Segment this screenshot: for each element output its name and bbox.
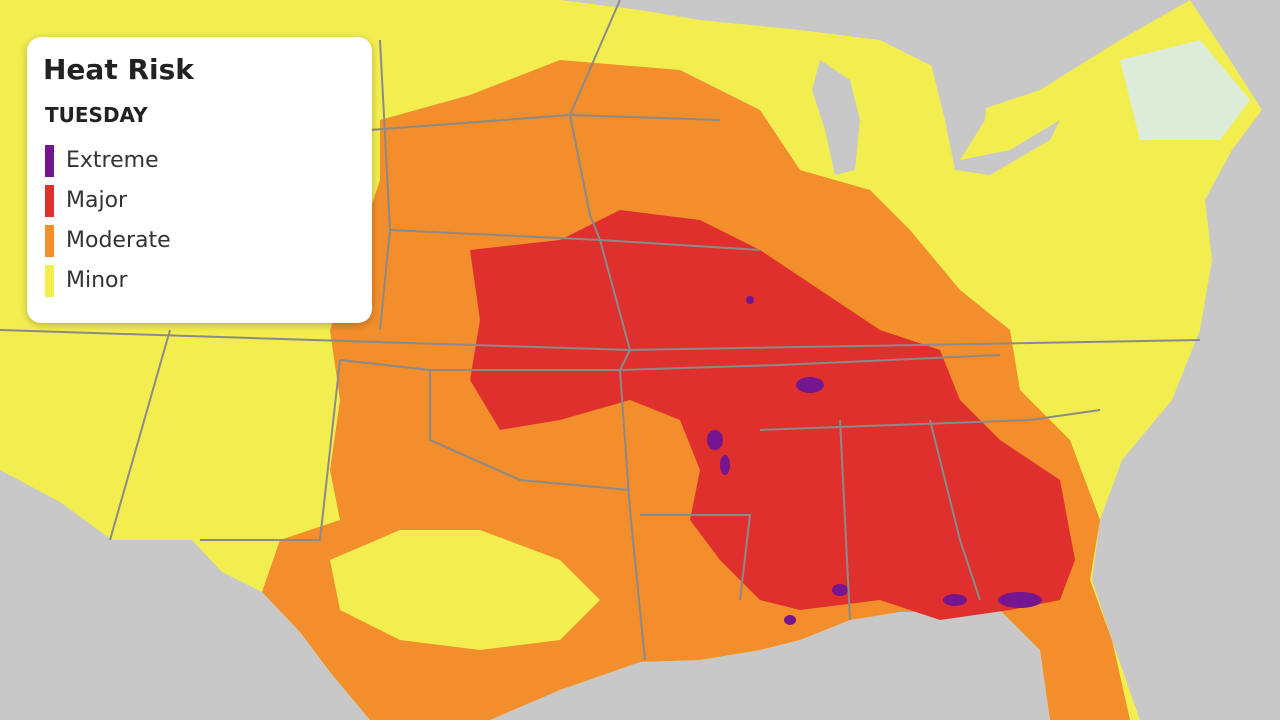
northeast-pale	[1120, 40, 1250, 140]
legend-label: Major	[66, 188, 128, 213]
legend-swatch	[45, 265, 54, 297]
legend-swatch	[45, 145, 54, 177]
legend-swatch	[45, 225, 54, 257]
legend-subtitle: TUESDAY	[45, 103, 148, 127]
legend-title: Heat Risk	[43, 53, 194, 86]
major-region	[470, 210, 1075, 620]
extreme-spots	[707, 296, 1042, 625]
legend-label: Minor	[66, 268, 128, 293]
lake-michigan	[812, 60, 860, 175]
lake-huron-erie	[930, 60, 1060, 175]
state-lines	[0, 0, 1201, 661]
canada	[560, 0, 1190, 110]
legend-swatch	[45, 185, 54, 217]
legend-label: Moderate	[66, 228, 171, 253]
legend: Heat Risk TUESDAY Extreme Major Moderate Mi…	[27, 37, 372, 323]
minor-south-texas	[330, 530, 600, 650]
legend-label: Extreme	[66, 148, 159, 173]
